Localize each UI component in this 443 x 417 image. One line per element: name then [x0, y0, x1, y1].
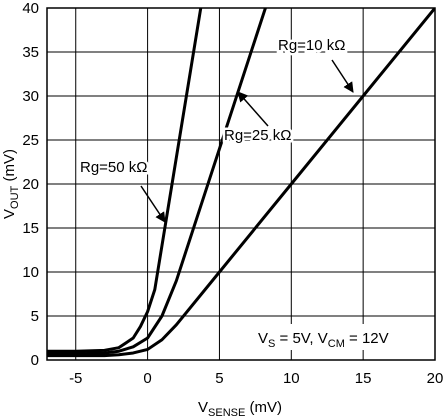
series-line: [47, 8, 267, 356]
condition-text: VS = 5V, VCM = 12V: [258, 330, 389, 350]
y-tick-label: 5: [31, 308, 39, 325]
condition-part: = 12V: [345, 330, 389, 347]
label-arrow: [237, 91, 269, 127]
y-label-sub: OUT: [9, 185, 21, 209]
x-tick-label: 20: [427, 370, 443, 387]
condition-part: S: [268, 338, 275, 350]
x-label-unit: (mV): [245, 399, 282, 416]
x-tick-label: 5: [215, 370, 223, 387]
plot-frame: [46, 7, 436, 361]
series-line: [47, 8, 203, 353]
y-tick-label: 15: [22, 220, 39, 237]
y-label-main: V: [1, 209, 18, 219]
series-label: Rg=25 kΩ: [224, 127, 292, 144]
series-label: Rg=50 kΩ: [80, 159, 148, 176]
x-tick-label: 0: [143, 370, 151, 387]
y-label-unit: (mV): [1, 149, 18, 186]
y-tick-label: 35: [22, 44, 39, 61]
x-axis-label: VSENSE (mV): [198, 399, 282, 417]
y-tick-label: 10: [22, 264, 39, 281]
x-tick-label: 10: [283, 370, 300, 387]
condition-part: V: [258, 330, 268, 347]
y-axis-label: VOUT (mV): [1, 149, 21, 219]
y-tick-label: 25: [22, 132, 39, 149]
label-arrow: [140, 185, 166, 223]
y-tick-label: 0: [31, 352, 39, 369]
condition-part: = 5V, V: [275, 330, 327, 347]
y-tick-label: 40: [22, 0, 39, 17]
x-tick-label: 15: [355, 370, 372, 387]
x-label-main: V: [198, 399, 208, 416]
series-line: [47, 8, 435, 358]
y-tick-label: 20: [22, 176, 39, 193]
x-tick-label: -5: [69, 370, 82, 387]
x-label-sub: SENSE: [208, 407, 245, 417]
condition-box: [252, 324, 432, 350]
y-tick-label: 30: [22, 88, 39, 105]
condition-part: CM: [328, 338, 345, 350]
series-label: Rg=10 kΩ: [278, 37, 346, 54]
label-arrow: [331, 59, 354, 93]
